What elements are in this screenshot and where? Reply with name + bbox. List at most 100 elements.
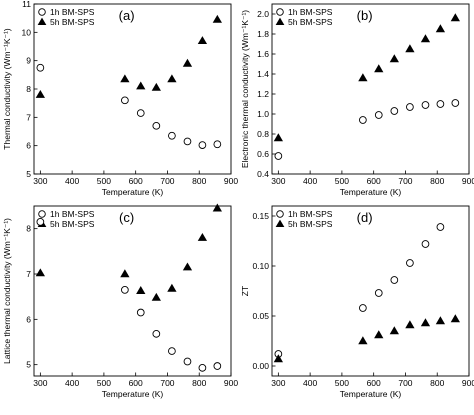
legend-marker-triangle — [37, 17, 47, 25]
data-point-circle — [36, 63, 45, 72]
y-tick-label: 1.2 — [257, 89, 269, 99]
data-point-circle — [152, 329, 161, 338]
data-point-circle — [168, 131, 176, 140]
data-point-triangle — [197, 36, 208, 45]
data-point-triangle — [405, 320, 415, 329]
data-point-circle — [436, 100, 445, 108]
x-tick-label: 600 — [129, 176, 143, 186]
y-tick-label: 1.8 — [257, 29, 269, 39]
data-point-circle — [451, 99, 460, 107]
x-tick-label: 900 — [462, 176, 474, 186]
legend-label: 1h BM-SPS — [288, 7, 333, 17]
data-point-triangle — [374, 330, 384, 339]
data-point-circle — [406, 103, 414, 111]
data-point-triangle — [435, 316, 446, 325]
legend-marker-triangle — [275, 17, 285, 25]
data-point-circle — [213, 140, 222, 149]
legend-marker-triangle — [275, 219, 285, 227]
y-axis-label: Lattice thermal conductivity (Wm⁻¹K⁻¹) — [2, 218, 12, 364]
x-tick-label: 600 — [367, 176, 381, 186]
y-tick-label: 11 — [22, 0, 31, 9]
y-tick-label: 0.8 — [257, 129, 269, 139]
x-tick-label: 600 — [367, 378, 381, 388]
data-point-triangle — [450, 314, 460, 323]
x-tick-label: 700 — [160, 378, 174, 388]
data-point-circle — [436, 223, 445, 231]
y-tick-label: 1.6 — [257, 49, 269, 59]
x-tick-label: 400 — [65, 176, 79, 186]
x-tick-label: 600 — [129, 378, 143, 388]
x-tick-label: 500 — [335, 176, 349, 186]
legend-label: 5h BM-SPS — [288, 17, 333, 27]
legend-label: 5h BM-SPS — [50, 219, 95, 229]
data-point-triangle — [35, 89, 45, 98]
y-tick-label: 6 — [26, 141, 31, 151]
x-tick-label: 400 — [303, 176, 317, 186]
data-point-triangle — [167, 283, 177, 292]
x-tick-label: 300 — [271, 378, 285, 388]
data-point-circle — [121, 286, 129, 294]
y-tick-label: 10 — [22, 27, 32, 37]
data-point-circle — [136, 308, 145, 317]
panel-label: (b) — [357, 8, 373, 23]
y-tick-label: 0.05 — [252, 311, 269, 321]
x-tick-label: 300 — [33, 378, 47, 388]
legend-label: 5h BM-SPS — [50, 17, 95, 27]
y-tick-label: 1.0 — [257, 109, 269, 119]
x-tick-label: 400 — [303, 378, 317, 388]
data-point-triangle — [182, 58, 193, 67]
y-tick-label: 8 — [26, 224, 31, 234]
x-axis-label: Temperature (K) — [340, 187, 402, 197]
y-tick-label: 2.0 — [257, 9, 269, 19]
data-point-triangle — [405, 44, 415, 53]
data-point-circle — [374, 111, 383, 119]
y-tick-label: 7 — [26, 269, 31, 279]
y-tick-label: 0.4 — [257, 169, 269, 179]
data-point-triangle — [35, 268, 45, 277]
x-tick-label: 500 — [97, 176, 111, 186]
data-point-triangle — [136, 286, 146, 294]
data-point-circle — [198, 141, 207, 149]
data-point-circle — [121, 96, 129, 105]
x-tick-label: 400 — [65, 378, 79, 388]
y-tick-label: 0.6 — [257, 149, 269, 159]
data-point-circle — [36, 218, 45, 226]
legend-marker-circle — [276, 8, 284, 16]
data-point-circle — [213, 362, 222, 370]
y-tick-label: 5 — [26, 360, 31, 370]
x-tick-label: 900 — [462, 378, 474, 388]
data-point-triangle — [273, 354, 283, 363]
panel-label: (c) — [119, 210, 134, 225]
x-axis-label: Temperature (K) — [102, 389, 164, 399]
data-point-triangle — [182, 262, 193, 271]
data-point-triangle — [450, 13, 460, 22]
x-axis-label: Temperature (K) — [340, 389, 402, 399]
data-point-triangle — [420, 318, 431, 327]
y-tick-label: 9 — [26, 56, 31, 66]
plot-frame — [33, 205, 232, 377]
legend-label: 1h BM-SPS — [50, 7, 95, 17]
data-point-triangle — [197, 233, 208, 241]
data-point-triangle — [167, 74, 177, 83]
legend-marker-circle — [38, 210, 46, 218]
y-tick-label: 7 — [26, 112, 31, 122]
data-point-circle — [198, 363, 207, 372]
data-point-circle — [168, 347, 176, 355]
chart-panel-4: 300 400 500 600 700 800 900 0.00 0.05 0.10 0.15 Tem… — [240, 205, 474, 399]
y-tick-label: 6 — [26, 314, 31, 324]
x-tick-label: 700 — [398, 176, 412, 186]
data-point-triangle — [420, 34, 431, 43]
panel-label: (a) — [119, 8, 135, 23]
data-point-triangle — [389, 54, 399, 63]
data-point-circle — [390, 107, 399, 115]
chart-panel-3: 300 400 500 600 700 800 900 5 6 7 8 Temperature (K)… — [2, 203, 238, 399]
legend-label: 1h BM-SPS — [288, 209, 333, 219]
data-point-triangle — [358, 73, 368, 82]
data-point-circle — [359, 116, 367, 124]
data-point-circle — [274, 152, 283, 160]
y-axis-label: Thermal conductivity (Wm⁻¹K⁻¹) — [2, 28, 12, 150]
x-tick-label: 300 — [33, 176, 47, 186]
y-tick-label: 8 — [26, 84, 31, 94]
panel-label: (d) — [357, 210, 373, 225]
